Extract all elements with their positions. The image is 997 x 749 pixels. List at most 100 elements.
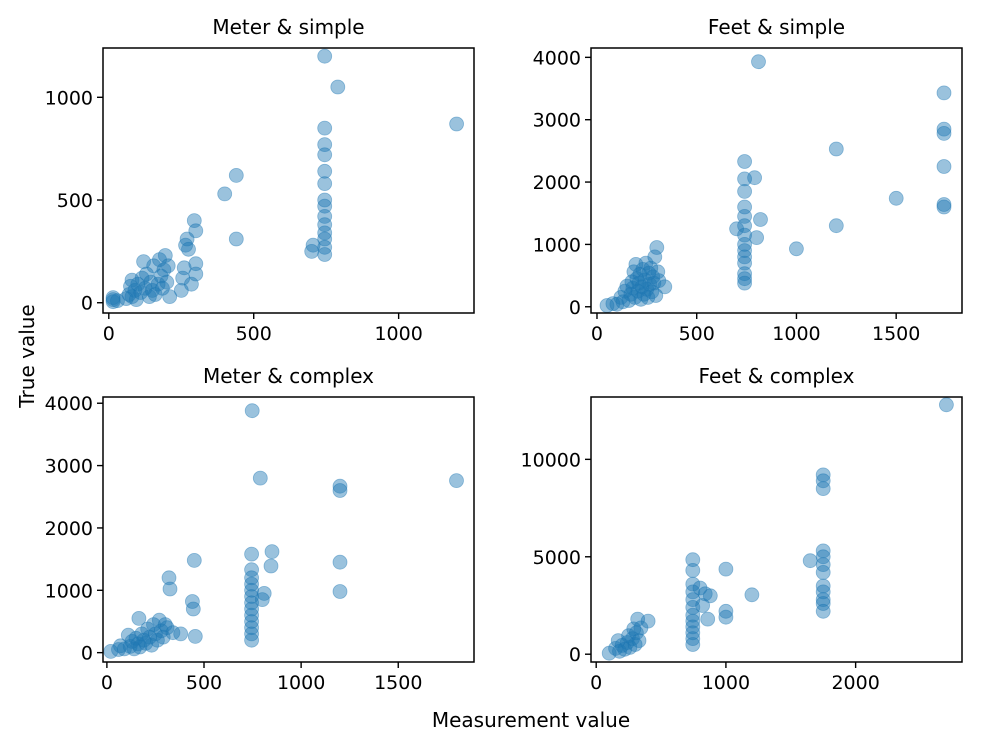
data-point [156,262,172,278]
data-point [627,637,643,652]
data-point [802,553,818,569]
subplot-2: Feet & simple 0 500 1000 1500 0 1000 2000 3000 40… [533,15,963,345]
y-tick-label: 5000 [533,547,581,569]
data-point [173,626,189,642]
data-points [599,54,952,313]
data-point [127,282,143,298]
y-tick-label: 1000 [45,87,93,109]
data-point [685,563,701,578]
data-point [159,274,175,290]
data-point [632,266,648,282]
data-point [625,280,641,296]
data-point [737,227,752,243]
data-point [118,291,134,307]
data-point [815,592,831,607]
data-point [133,285,149,300]
data-point [317,147,333,163]
data-point [124,634,140,649]
data-point [244,570,260,586]
data-point [263,558,279,574]
data-point [144,637,160,653]
data-point [737,218,752,234]
data-point [134,270,150,286]
data-point [815,467,831,483]
data-point [155,629,171,645]
data-point [252,470,268,486]
data-point [640,613,656,629]
data-point [685,613,701,629]
data-point [815,473,831,489]
data-point [638,255,654,271]
x-tick-label: 2000 [831,672,879,694]
data-point [815,565,831,580]
data-point [936,125,952,141]
data-point [244,620,260,636]
y-tick-label: 0 [81,293,93,315]
data-point [317,208,333,224]
y-tick-label: 0 [569,644,581,666]
y-tick-label: 1000 [533,234,581,256]
data-point [244,562,260,578]
data-point [187,629,203,644]
data-point [244,595,260,611]
data-point [645,269,661,285]
data-point [936,159,952,174]
data-point [625,631,640,646]
y-axis-label: True value [15,304,39,408]
x-tick-label: 0 [103,323,115,345]
data-point [718,561,734,577]
x-tick-label: 1000 [374,323,422,345]
data-point [642,276,658,292]
data-point [126,641,142,657]
data-point [646,275,662,291]
data-point [744,587,760,603]
data-point [629,625,644,641]
data-point [936,197,952,212]
data-point [153,268,169,284]
subplot-4: Feet & complex 0 1000 2000 0 5000 10000 [521,364,963,694]
data-point [815,603,831,619]
data-point [304,243,320,259]
data-point [149,632,165,648]
data-point [181,241,196,257]
data-point [619,635,635,650]
data-point [644,284,660,300]
data-points [103,403,464,659]
data-point [105,290,121,306]
data-point [113,638,128,654]
data-point [110,293,125,309]
data-point [888,190,904,206]
data-point [936,199,952,215]
data-point [685,637,701,652]
data-point [134,626,150,642]
data-point [124,272,140,288]
data-point [815,578,831,594]
data-point [244,626,260,642]
data-point [936,121,952,137]
data-point [317,48,333,64]
data-point [123,278,138,294]
axes-frame [102,47,475,314]
data-point [641,265,657,281]
subplot-title: Feet & complex [699,364,855,388]
data-point [737,208,752,224]
data-point [136,632,152,648]
data-point [317,239,333,255]
data-point [449,473,464,489]
x-tick-label: 1000 [277,672,325,694]
data-point [685,625,701,641]
data-point [103,644,119,659]
data-point [317,120,333,136]
data-point [244,576,260,592]
data-point [737,199,752,215]
data-point [141,289,157,305]
data-point [131,611,147,626]
data-point [120,627,136,643]
data-point [623,286,639,302]
x-tick-label: 0 [591,323,603,345]
y-tick-label: 3000 [533,110,581,132]
x-tick-label: 1500 [374,672,422,694]
data-point [147,626,163,642]
data-point [449,116,465,132]
